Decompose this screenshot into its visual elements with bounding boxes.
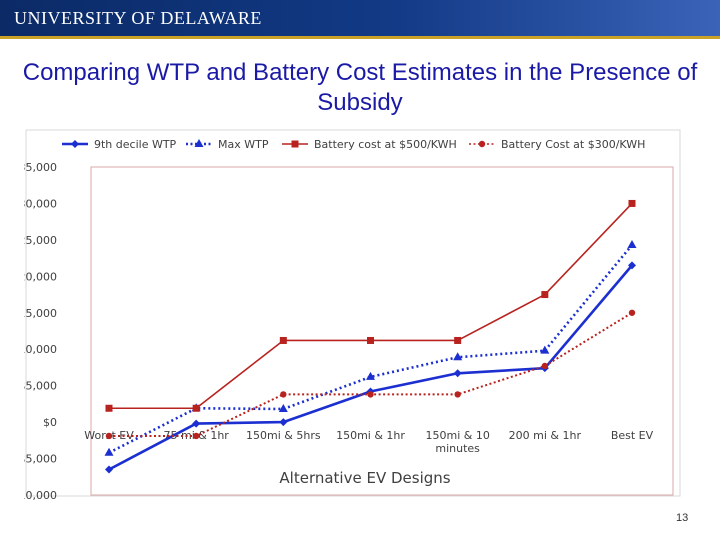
data-point-marker — [278, 403, 288, 412]
data-point-marker — [194, 139, 204, 147]
y-tick-label: $10,000 — [24, 343, 57, 356]
data-point-marker — [367, 391, 374, 398]
data-point-marker — [454, 336, 462, 344]
data-point-marker — [279, 336, 287, 344]
legend-label: Battery cost at $500/KWH — [314, 138, 457, 151]
legend-label: Max WTP — [218, 138, 269, 151]
legend-entry: Battery Cost at $300/KWH — [469, 138, 645, 151]
page-number: 13 — [676, 512, 689, 524]
data-point-marker — [627, 239, 637, 248]
ev-cost-chart: -$10,000 -$5,000 $0 $5,000 $10,000 $15,000 $20… — [24, 129, 681, 500]
data-point-marker — [541, 291, 549, 299]
data-point-marker — [367, 336, 374, 344]
data-point-marker — [541, 362, 549, 370]
university-banner: UNIVERSITY OF DELAWARE — [0, 0, 720, 36]
data-point-marker — [192, 419, 201, 428]
plot-area-border — [90, 166, 674, 496]
university-logo: UNIVERSITY OF DELAWARE — [14, 8, 262, 28]
y-tick-label: $0 — [43, 416, 57, 429]
series-battery-cost-at-500-kwh — [105, 199, 636, 412]
data-point-marker — [453, 369, 462, 378]
data-point-marker — [280, 391, 287, 398]
data-point-marker — [192, 432, 200, 440]
data-point-marker — [105, 404, 113, 412]
series-battery-cost-at-300-kwh — [105, 309, 636, 440]
slide-title: Comparing WTP and Battery Cost Estimates… — [22, 59, 698, 116]
x-category-label: 200 mi & 1hr — [509, 429, 582, 442]
x-category-label: 150mi & 10 minutes — [425, 429, 489, 455]
series-line — [108, 244, 634, 454]
y-tick-label: $25,000 — [24, 234, 57, 247]
x-category-label: Best EV — [611, 429, 654, 442]
chart-frame — [25, 129, 681, 497]
data-point-marker — [71, 140, 79, 148]
data-point-marker — [540, 345, 550, 354]
data-point-marker — [453, 352, 463, 361]
data-point-marker — [454, 391, 461, 398]
y-tick-label: $5,000 — [24, 380, 57, 393]
y-tick-label: $20,000 — [24, 270, 57, 283]
data-point-marker — [105, 465, 113, 474]
data-point-marker — [628, 309, 636, 316]
data-point-marker — [104, 447, 114, 456]
x-axis-title: Alternative EV Designs — [279, 469, 450, 487]
data-point-marker — [279, 418, 288, 427]
banner-divider — [0, 36, 720, 39]
y-tick-label: $30,000 — [24, 197, 57, 210]
legend-label: 9th decile WTP — [94, 138, 177, 151]
legend-label: Battery Cost at $300/KWH — [501, 138, 645, 151]
data-point-marker — [105, 432, 113, 440]
y-tick-label: -$5,000 — [24, 453, 57, 466]
y-tick-label: -$10,000 — [24, 489, 57, 500]
y-tick-label: $35,000 — [24, 161, 57, 174]
data-point-marker — [478, 140, 486, 148]
legend-entry: Max WTP — [186, 138, 269, 151]
series-max-wtp — [104, 239, 637, 456]
data-point-marker — [628, 261, 636, 270]
data-point-marker — [628, 199, 636, 207]
data-point-marker — [366, 371, 375, 380]
y-tick-label: $15,000 — [24, 307, 57, 320]
legend-entry: 9th decile WTP — [62, 138, 177, 151]
data-point-marker — [291, 140, 299, 148]
data-point-marker — [192, 404, 200, 412]
x-category-label: 150mi & 1hr — [336, 429, 405, 442]
x-category-label: 150mi & 5hrs — [246, 429, 321, 442]
legend-entry: Battery cost at $500/KWH — [282, 138, 457, 151]
